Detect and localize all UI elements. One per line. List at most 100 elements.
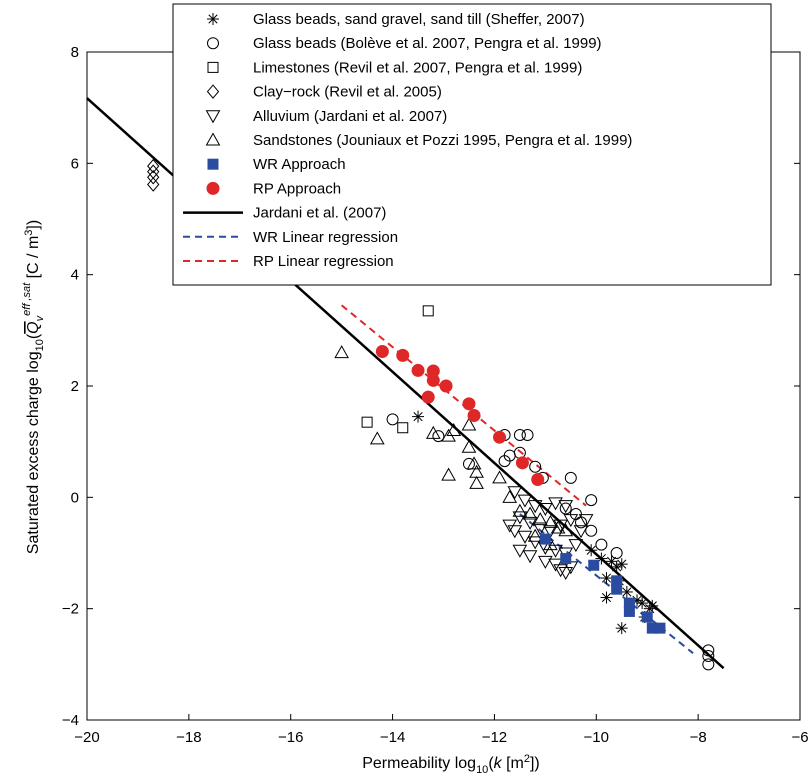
data-point	[512, 503, 528, 517]
data-point	[615, 622, 628, 635]
data-point	[425, 425, 441, 439]
x-tick-label: −6	[791, 729, 808, 746]
data-point	[361, 416, 373, 428]
legend-item-limestones-revil-et-al-2007-pengra-et-al: Limestones (Revil et al. 2007, Pengra et…	[207, 59, 582, 76]
legend-item-glass-beads-sand-gravel-sand-till-sheffe: Glass beads, sand gravel, sand till (She…	[207, 11, 585, 28]
legend-label: RP Approach	[253, 180, 341, 197]
data-point	[462, 397, 476, 411]
y-tick-label: 4	[71, 267, 79, 284]
x-tick-label: −8	[690, 729, 707, 746]
legend-label: Alluvium (Jardani et al. 2007)	[253, 108, 447, 125]
x-tick-label: −10	[584, 729, 609, 746]
x-tick-label: −16	[278, 729, 303, 746]
data-point	[548, 497, 563, 511]
data-point	[646, 599, 659, 612]
data-point	[446, 423, 462, 437]
data-point	[610, 547, 623, 559]
data-point	[147, 164, 160, 179]
data-point	[397, 422, 409, 434]
data-point	[569, 508, 582, 521]
data-point	[529, 460, 542, 473]
series-sandstones-jouniaux-et-pozzi-1995-pengra	[334, 345, 574, 551]
data-point	[553, 519, 568, 533]
data-point	[623, 597, 635, 609]
data-point	[560, 553, 572, 565]
data-point	[461, 439, 477, 453]
data-point	[493, 430, 507, 444]
legend-item-wr-linear-regression: WR Linear regression	[183, 229, 398, 246]
y-tick-label: −2	[62, 601, 79, 618]
data-point	[466, 456, 482, 470]
data-point	[515, 456, 529, 470]
legend-item-wr-approach: WR Approach	[207, 156, 346, 173]
legend-box	[172, 3, 772, 286]
data-point	[469, 475, 484, 489]
y-tick-label: 6	[71, 155, 79, 172]
data-point	[421, 390, 435, 404]
data-point	[375, 344, 389, 358]
legend-label: WR Approach	[253, 156, 346, 173]
data-point	[411, 363, 425, 377]
data-point	[702, 644, 715, 657]
legend-label: RP Linear regression	[253, 253, 394, 270]
legend-marker	[206, 84, 220, 99]
data-point	[439, 379, 453, 393]
data-point	[147, 158, 160, 174]
y-axis-label: Saturated excess charge log10(Qveff ,sat…	[21, 220, 46, 554]
data-point	[543, 525, 558, 539]
data-point	[396, 348, 410, 362]
legend-item-rp-approach: RP Approach	[206, 180, 341, 197]
data-point	[702, 658, 715, 671]
data-point	[559, 502, 572, 515]
data-point	[611, 575, 623, 587]
data-point	[611, 583, 623, 595]
data-point	[563, 514, 579, 528]
data-point	[585, 524, 598, 537]
data-point	[654, 622, 666, 634]
legend-label: Glass beads (Bolève et al. 2007, Pengra …	[253, 35, 602, 52]
legend-marker	[205, 132, 221, 146]
data-point	[369, 431, 385, 445]
data-point	[585, 544, 598, 557]
legend-marker	[207, 158, 219, 170]
data-point	[461, 417, 477, 431]
legend-marker	[207, 61, 219, 73]
series-limestones-revil-et-al-2007-pengra-et-al	[361, 305, 434, 434]
legend: Glass beads, sand gravel, sand till (She…	[172, 3, 772, 286]
data-point	[578, 514, 594, 528]
y-tick-label: −4	[62, 712, 79, 729]
data-point	[539, 533, 551, 545]
data-point	[426, 373, 440, 387]
data-point	[600, 572, 613, 585]
data-point	[467, 409, 481, 423]
data-point	[553, 564, 568, 578]
data-point	[573, 525, 589, 539]
legend-label: WR Linear regression	[253, 229, 398, 246]
series-alluvium-jardani-et-al-2007	[502, 486, 594, 580]
data-point	[600, 591, 613, 604]
data-point	[532, 522, 548, 536]
data-point	[568, 539, 584, 553]
y-tick-label: 2	[71, 378, 79, 395]
data-point	[386, 413, 399, 426]
data-point	[615, 558, 628, 571]
x-tick-label: −14	[380, 729, 405, 746]
data-point	[522, 506, 538, 520]
data-point	[558, 523, 574, 537]
data-point	[498, 455, 511, 468]
data-point	[620, 585, 633, 598]
data-point	[426, 364, 440, 378]
data-point	[543, 514, 558, 528]
data-point	[502, 519, 518, 533]
data-point	[623, 605, 635, 617]
data-point	[527, 528, 543, 542]
legend-item-sandstones-jouniaux-et-pozzi-1995-pengra: Sandstones (Jouniaux et Pozzi 1995, Peng…	[205, 132, 632, 149]
data-point	[522, 550, 538, 564]
x-tick-label: −20	[74, 729, 99, 746]
legend-item-glass-beads-bol-ve-et-al-2007-pengra-et-: Glass beads (Bolève et al. 2007, Pengra …	[207, 35, 602, 52]
legend-item-rp-linear-regression: RP Linear regression	[183, 253, 394, 270]
data-point	[507, 486, 523, 500]
data-point	[558, 500, 574, 514]
legend-label: Clay−rock (Revil et al. 2005)	[253, 84, 442, 101]
